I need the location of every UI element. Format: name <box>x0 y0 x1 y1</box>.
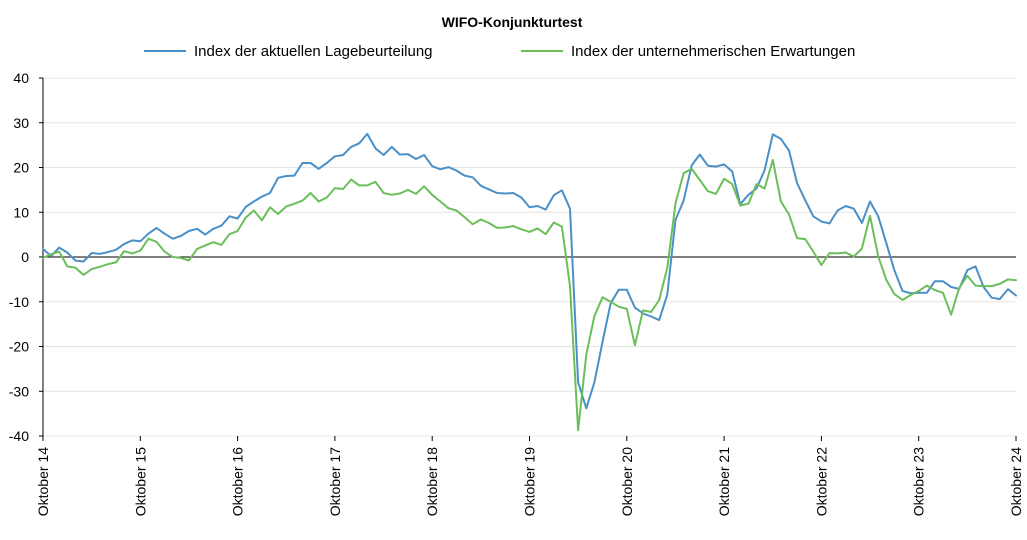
chart-title: WIFO-Konjunkturtest <box>442 14 583 30</box>
series-line-erwartungen <box>42 158 1017 432</box>
y-tick-label: 30 <box>13 115 29 131</box>
x-tick-label: Oktober 16 <box>230 447 246 516</box>
x-tick-label: Oktober 19 <box>522 447 538 516</box>
x-tick-label: Oktober 22 <box>813 447 829 516</box>
y-tick-label: 0 <box>21 249 29 265</box>
y-tick-label: 20 <box>13 160 29 176</box>
x-tick-label: Oktober 24 <box>1008 447 1024 516</box>
series-line-lagebeurteilung <box>42 132 1017 410</box>
legend-label-lage: Index der aktuellen Lagebeurteilung <box>194 43 433 60</box>
y-tick-label: 10 <box>13 204 29 220</box>
x-tick-label: Oktober 18 <box>424 447 440 516</box>
y-tick-label: -20 <box>9 339 29 355</box>
legend: Index der aktuellen Lagebeurteilung Inde… <box>144 43 855 60</box>
x-tick-label: Oktober 23 <box>911 447 927 516</box>
y-tick-label: 40 <box>13 70 29 86</box>
y-tick-label: -40 <box>9 428 29 444</box>
x-tick-label: Oktober 21 <box>716 447 732 516</box>
x-tick-label: Oktober 15 <box>132 447 148 516</box>
gridlines <box>43 77 1016 437</box>
x-tick-labels: Oktober 14 Oktober 15 Oktober 16 Oktober 17… <box>35 447 1024 516</box>
y-tick-label: -30 <box>9 383 29 399</box>
x-tick-label: Oktober 20 <box>619 447 635 516</box>
x-tick-label: Oktober 14 <box>35 447 51 516</box>
y-tick-labels: -40 -30 -20 -10 0 10 20 30 40 <box>9 70 29 444</box>
y-tick-label: -10 <box>9 294 29 310</box>
legend-label-erwartungen: Index der unternehmerischen Erwartungen <box>571 43 855 60</box>
x-tick-label: Oktober 17 <box>327 447 343 516</box>
series <box>42 132 1017 432</box>
